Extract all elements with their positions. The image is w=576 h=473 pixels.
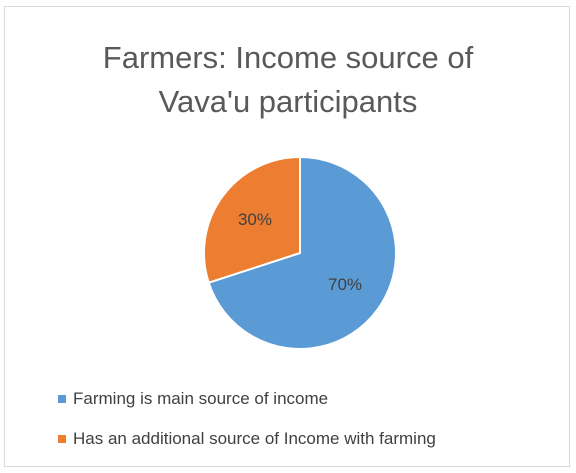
legend-swatch-farming-main bbox=[58, 395, 66, 403]
chart-title-line-2: Vava'u participants bbox=[158, 84, 418, 119]
chart-title: Farmers: Income source of Vava'u partici… bbox=[0, 36, 576, 124]
pie-slices bbox=[203, 156, 397, 350]
data-label-additional-income: 30% bbox=[238, 210, 272, 229]
pie-slice-farming-main bbox=[207, 156, 397, 350]
pie-data-labels: 70% 30% bbox=[238, 210, 362, 294]
legend-swatch-additional-income bbox=[58, 435, 66, 443]
legend-label-farming-main: Farming is main source of income bbox=[73, 389, 329, 408]
data-label-farming-main: 70% bbox=[328, 275, 362, 294]
pie-slice-additional-income bbox=[203, 156, 301, 284]
legend-label-additional-income: Has an additional source of Income with … bbox=[73, 429, 436, 448]
chart-title-line-1: Farmers: Income source of bbox=[102, 40, 474, 75]
